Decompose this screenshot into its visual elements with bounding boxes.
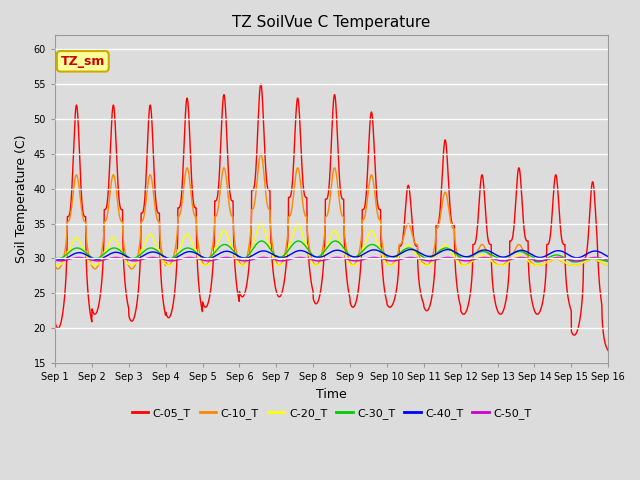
Line: C-10_T: C-10_T [55, 154, 608, 269]
C-10_T [257, 151, 265, 157]
C-05_T [386, 304, 394, 310]
C-40_T [51, 255, 59, 261]
C-50_T [386, 258, 394, 264]
C-20_T [257, 221, 265, 227]
Line: C-50_T: C-50_T [55, 257, 608, 261]
C-20_T [51, 262, 59, 267]
C-40_T [170, 255, 177, 261]
C-50_T [604, 257, 612, 263]
C-30_T [51, 254, 59, 260]
C-10_T [604, 262, 612, 268]
C-30_T [258, 238, 266, 244]
C-10_T [552, 255, 560, 261]
C-10_T [128, 266, 136, 272]
C-05_T [552, 172, 559, 178]
C-50_T [206, 258, 214, 264]
C-30_T [396, 251, 403, 257]
Text: TZ_sm: TZ_sm [61, 55, 105, 68]
C-30_T [571, 259, 579, 265]
C-50_T [552, 255, 559, 261]
C-50_T [170, 258, 177, 264]
C-50_T [396, 257, 403, 263]
C-40_T [552, 248, 560, 254]
C-10_T [206, 256, 214, 262]
C-20_T [552, 255, 560, 261]
C-30_T [386, 255, 394, 261]
C-40_T [386, 253, 394, 259]
C-05_T [396, 243, 403, 249]
Line: C-05_T: C-05_T [55, 84, 608, 350]
C-05_T [604, 348, 612, 353]
C-05_T [51, 320, 59, 325]
Y-axis label: Soil Temperature (C): Soil Temperature (C) [15, 135, 28, 264]
C-40_T [604, 254, 612, 260]
C-05_T [170, 299, 177, 304]
C-05_T [205, 294, 213, 300]
C-20_T [396, 252, 403, 258]
C-10_T [604, 262, 612, 268]
C-30_T [205, 254, 213, 260]
C-10_T [51, 263, 59, 269]
C-20_T [165, 263, 173, 268]
C-40_T [396, 252, 403, 257]
C-30_T [604, 259, 612, 264]
Legend: C-05_T, C-10_T, C-20_T, C-30_T, C-40_T, C-50_T: C-05_T, C-10_T, C-20_T, C-30_T, C-40_T, … [127, 403, 536, 423]
X-axis label: Time: Time [316, 388, 347, 401]
C-30_T [604, 259, 612, 264]
C-20_T [170, 259, 177, 264]
Line: C-30_T: C-30_T [55, 241, 608, 262]
Title: TZ SoilVue C Temperature: TZ SoilVue C Temperature [232, 15, 431, 30]
C-05_T [604, 347, 612, 353]
C-10_T [170, 253, 177, 259]
C-10_T [396, 241, 403, 247]
C-10_T [386, 263, 394, 268]
C-50_T [51, 257, 59, 263]
C-30_T [552, 252, 559, 258]
Line: C-20_T: C-20_T [55, 224, 608, 265]
C-40_T [56, 257, 64, 263]
C-05_T [257, 81, 265, 87]
C-40_T [604, 254, 612, 260]
Line: C-40_T: C-40_T [55, 250, 608, 260]
C-20_T [206, 260, 214, 265]
C-20_T [604, 262, 612, 268]
C-40_T [407, 247, 415, 252]
C-20_T [386, 263, 394, 268]
C-50_T [591, 254, 599, 260]
C-30_T [170, 254, 177, 260]
C-50_T [604, 257, 612, 263]
C-40_T [206, 255, 214, 261]
C-20_T [604, 262, 612, 268]
C-50_T [57, 258, 65, 264]
